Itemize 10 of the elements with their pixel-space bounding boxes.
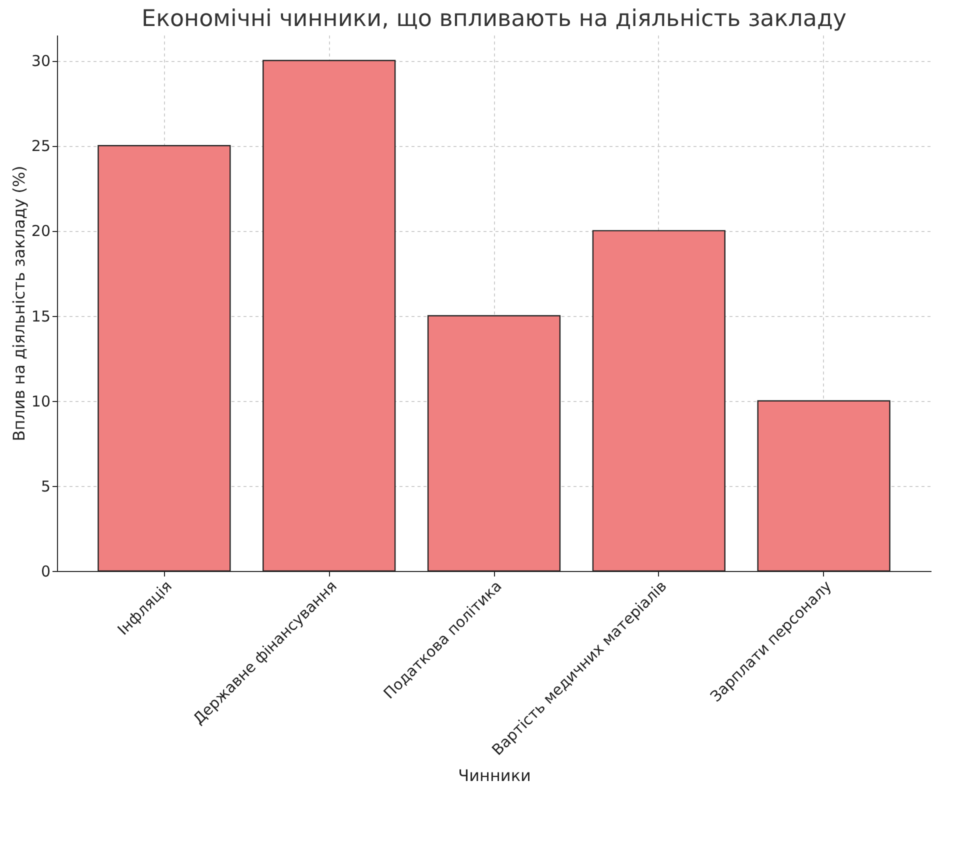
y-tick-label: 25 <box>31 137 50 156</box>
y-axis-title: Вплив на діяльність закладу (%) <box>9 166 28 442</box>
y-tick-label: 10 <box>31 392 50 410</box>
y-tick-label: 15 <box>31 307 50 326</box>
y-tick-label: 20 <box>31 222 50 240</box>
y-tick-label: 5 <box>40 477 50 496</box>
y-tick-label: 30 <box>31 52 50 70</box>
y-tick-label: 0 <box>40 562 50 580</box>
x-axis-title: Чинники <box>458 766 531 786</box>
chart-title: Економічні чинники, що впливають на діяльність закладу <box>142 6 846 32</box>
